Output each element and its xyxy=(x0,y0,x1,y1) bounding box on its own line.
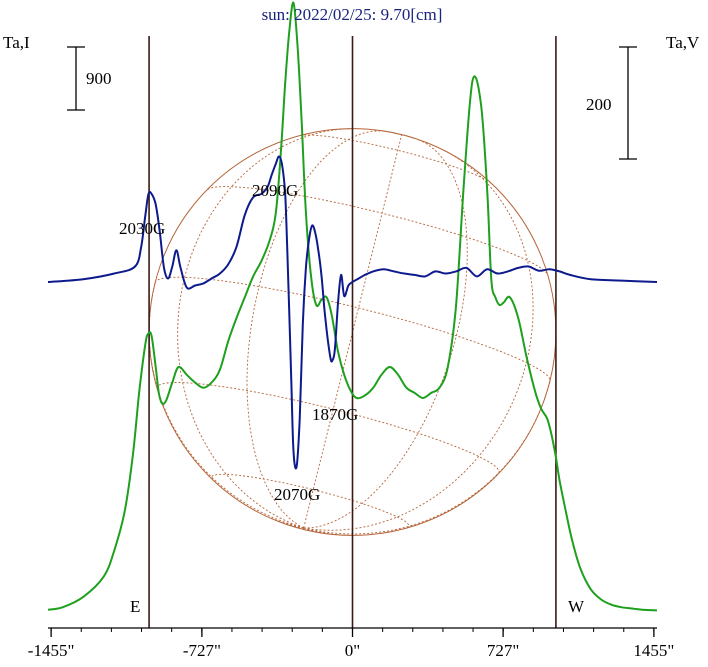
x-tick-label: -1455" xyxy=(28,641,75,660)
annotation-2030g: 2030G xyxy=(119,219,165,238)
left-axis-label: Ta,I xyxy=(3,33,30,52)
chart-title: sun: 2022/02/25: 9.70[cm] xyxy=(262,5,443,24)
annotation-1870g: 1870G xyxy=(312,405,358,424)
x-tick-label: -727" xyxy=(183,641,221,660)
limb-label-west: W xyxy=(568,597,585,616)
scale-bar-left-label: 900 xyxy=(86,69,112,88)
scale-bar-right-label: 200 xyxy=(586,95,612,114)
x-tick-label: 1455" xyxy=(633,641,674,660)
right-axis-label: Ta,V xyxy=(666,33,700,52)
limb-label-east: E xyxy=(130,597,140,616)
annotation-2070g: 2070G xyxy=(274,485,320,504)
annotation-2090g: 2090G xyxy=(252,181,298,200)
x-tick-label: 727" xyxy=(487,641,519,660)
x-tick-label: 0" xyxy=(345,641,360,660)
